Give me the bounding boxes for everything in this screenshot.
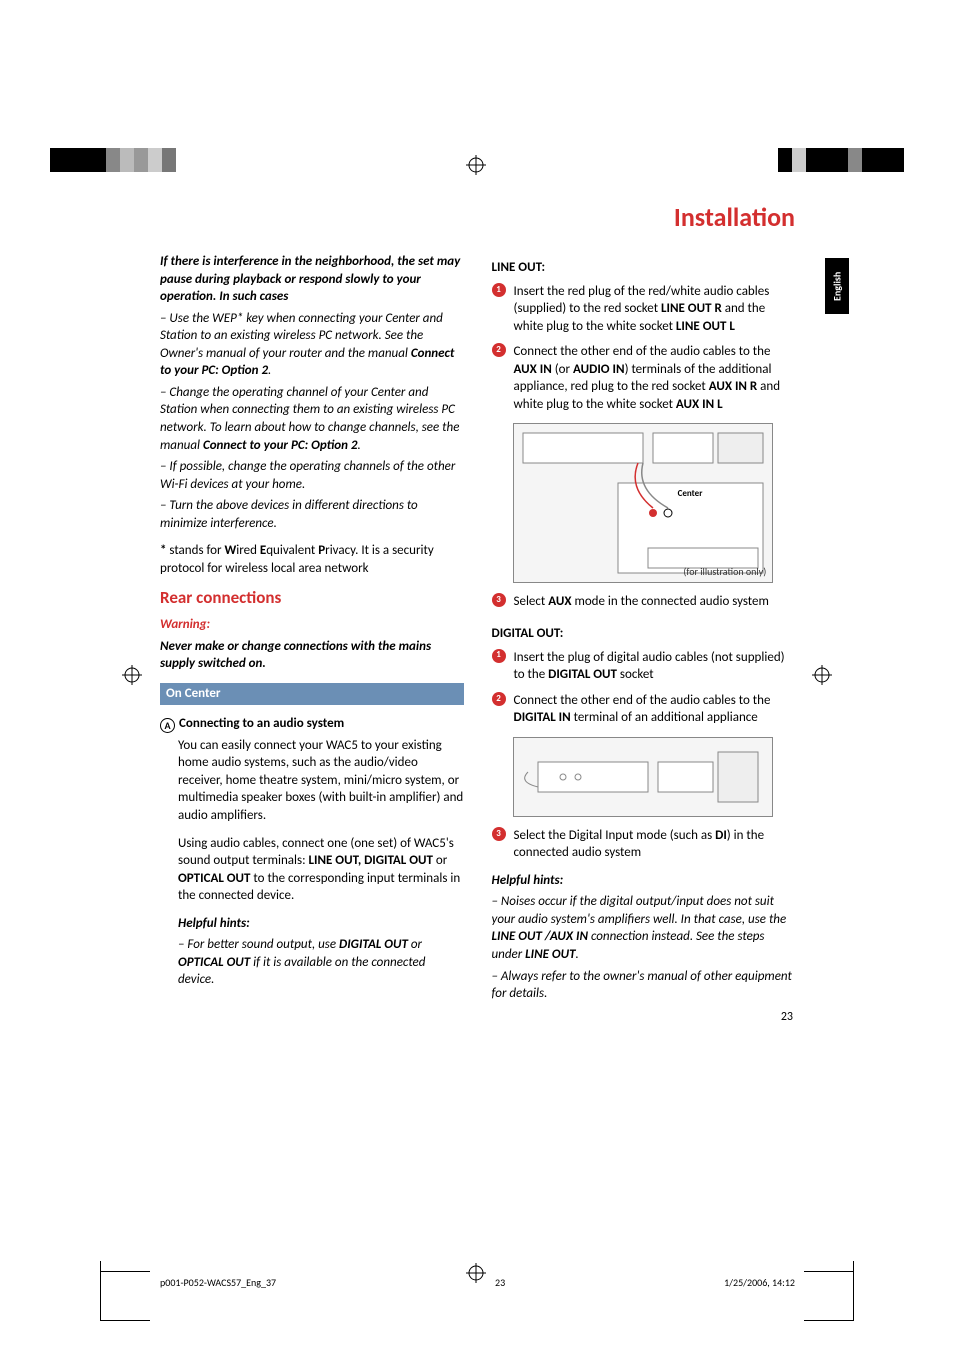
print-footer: p001-P052-WACS57_Eng_37 23 1/25/2006, 14… [160, 1276, 795, 1290]
step-number-icon: 1 [492, 283, 506, 297]
connecting-p2: Using audio cables, connect one (one set… [160, 835, 464, 905]
lineout-heading: LINE OUT: [492, 259, 796, 277]
step-number-icon: 2 [492, 692, 506, 706]
footer-date: 1/25/2006, 14:12 [724, 1276, 795, 1290]
digitalout-heading: DIGITAL OUT: [492, 625, 796, 643]
step-number-icon: 1 [492, 649, 506, 663]
step-number-icon: 2 [492, 343, 506, 357]
interf-bullet-3: – If possible, change the operating chan… [160, 458, 464, 493]
crop-mark-bottom-right [804, 1271, 854, 1321]
warning-body: Never make or change connections with th… [160, 638, 464, 673]
digitalout-step-2: 2 Connect the other end of the audio cab… [492, 692, 796, 727]
diagram-caption: (for illustration only) [683, 565, 766, 579]
interference-heading: If there is interference in the neighbor… [160, 253, 464, 306]
page-content: Installation If there is interference in… [160, 200, 795, 1025]
registration-mark-left [122, 665, 142, 685]
footer-filename: p001-P052-WACS57_Eng_37 [160, 1276, 276, 1290]
lineout-step-2: 2 Connect the other end of the audio cab… [492, 343, 796, 413]
rear-connections-heading: Rear connections [160, 587, 464, 610]
helpful-hints-left-body: – For better sound output, use DIGITAL O… [160, 936, 464, 989]
digitalout-step-1: 1 Insert the plug of digital audio cable… [492, 649, 796, 684]
print-color-bar-left [50, 148, 176, 172]
registration-mark-right [812, 665, 832, 685]
page-title: Installation [160, 200, 795, 235]
interf-bullet-2: – Change the operating channel of your C… [160, 384, 464, 454]
lineout-step-1: 1 Insert the red plug of the red/white a… [492, 283, 796, 336]
page-number: 23 [492, 1009, 796, 1025]
print-color-bar-right [778, 148, 904, 172]
step-number-icon: 3 [492, 593, 506, 607]
step-number-icon: 3 [492, 827, 506, 841]
registration-mark-top [466, 155, 486, 175]
footer-page: 23 [495, 1276, 505, 1290]
wep-note: * stands for Wired Equivalent Privacy. I… [160, 542, 464, 577]
helpful-hints-right-1: – Noises occur if the digital output/inp… [492, 893, 796, 963]
warning-label: Warning: [160, 616, 464, 634]
helpful-hints-right-2: – Always refer to the owner's manual of … [492, 968, 796, 1003]
left-column: If there is interference in the neighbor… [160, 253, 464, 1025]
on-center-bar: On Center [160, 683, 464, 705]
right-column: LINE OUT: 1 Insert the red plug of the r… [492, 253, 796, 1025]
connecting-heading: AConnecting to an audio system [160, 715, 464, 733]
helpful-hints-right-head: Helpful hints: [492, 872, 796, 890]
interf-bullet-4: – Turn the above devices in different di… [160, 497, 464, 532]
interf-bullet-1: – Use the WEP* key when connecting your … [160, 310, 464, 380]
lineout-step-3: 3 Select AUX mode in the connected audio… [492, 593, 796, 611]
language-tab: English [825, 258, 849, 314]
svg-text:Center: Center [678, 488, 704, 499]
digitalout-step-3: 3 Select the Digital Input mode (such as… [492, 827, 796, 862]
circle-a-icon: A [160, 718, 175, 733]
lineout-diagram: Center (for illustration only) [492, 423, 796, 583]
connecting-p1: You can easily connect your WAC5 to your… [160, 737, 464, 825]
helpful-hints-left-head: Helpful hints: [160, 915, 464, 933]
digitalout-diagram [492, 737, 796, 817]
crop-mark-bottom-left [100, 1271, 150, 1321]
